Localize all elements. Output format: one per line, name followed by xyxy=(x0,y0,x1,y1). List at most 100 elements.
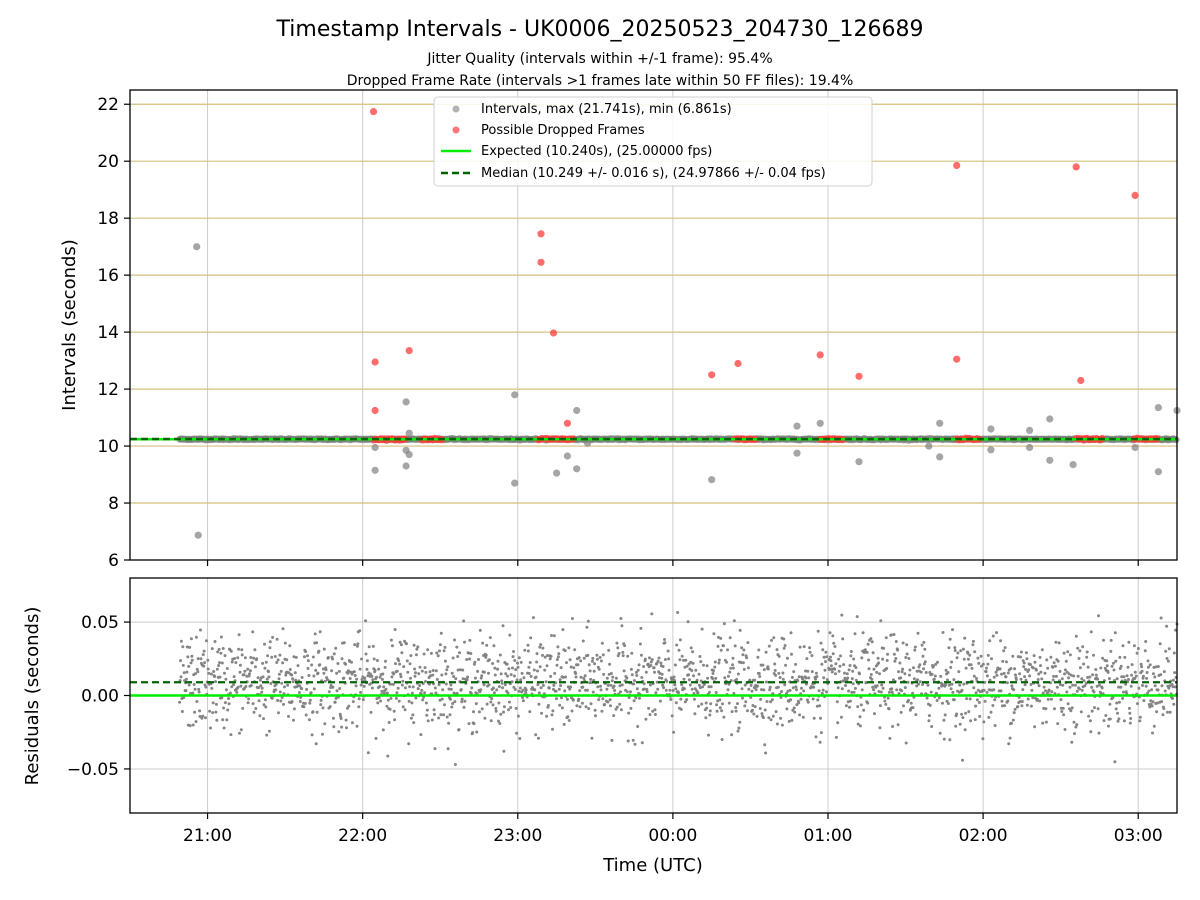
interval-point xyxy=(573,406,581,415)
residual-point xyxy=(460,700,464,704)
residual-point xyxy=(905,643,909,647)
residual-point xyxy=(298,684,302,688)
residual-point xyxy=(578,705,582,709)
residual-point xyxy=(840,687,844,691)
residual-point xyxy=(1014,673,1017,677)
residual-point xyxy=(1031,696,1035,700)
residual-point xyxy=(741,653,745,657)
residual-point xyxy=(716,644,720,648)
residual-point xyxy=(551,727,554,731)
residual-point xyxy=(1000,672,1003,676)
residual-point xyxy=(434,669,438,673)
residual-point xyxy=(273,655,277,658)
residual-point xyxy=(412,721,416,725)
residual-point xyxy=(832,641,836,645)
residual-point xyxy=(992,675,996,679)
residual-point xyxy=(537,702,541,706)
residual-point xyxy=(705,664,709,668)
residual-point xyxy=(780,690,783,694)
residuals-x-axis: 21:00 22:00 23:00 00:00 01:00 02:00 03:00 xyxy=(183,813,1163,846)
residual-point xyxy=(367,645,371,649)
residual-point xyxy=(248,672,251,676)
residual-point xyxy=(468,638,472,642)
residual-point xyxy=(690,669,694,672)
residual-point xyxy=(218,661,221,665)
residual-point xyxy=(448,713,452,717)
residual-point xyxy=(673,663,677,667)
residual-point xyxy=(830,667,834,671)
residual-point xyxy=(1063,728,1067,731)
residual-point xyxy=(279,669,283,673)
residual-point xyxy=(300,687,304,691)
residual-point xyxy=(587,663,591,667)
residual-point xyxy=(609,683,613,687)
residual-point xyxy=(278,653,282,657)
residual-point xyxy=(591,656,595,660)
residual-point xyxy=(1033,660,1037,664)
residual-point xyxy=(539,643,543,647)
residual-point xyxy=(221,647,225,650)
residual-point xyxy=(374,736,378,740)
residual-point xyxy=(929,690,933,694)
residual-point xyxy=(689,660,693,664)
residual-point xyxy=(693,712,697,716)
residual-point xyxy=(323,722,327,726)
residual-point xyxy=(569,665,573,669)
residual-point xyxy=(643,657,647,661)
residual-point xyxy=(867,667,871,671)
residual-point xyxy=(1003,646,1007,650)
residual-point xyxy=(586,653,590,657)
residual-point xyxy=(185,645,189,649)
residual-point xyxy=(285,658,289,662)
residual-point xyxy=(712,632,716,636)
residual-point xyxy=(598,655,602,659)
residual-point xyxy=(358,629,362,633)
residual-point xyxy=(1008,736,1012,740)
residual-point xyxy=(843,676,847,680)
interval-point xyxy=(584,439,592,447)
residual-point xyxy=(305,687,309,691)
residual-point xyxy=(640,676,644,679)
residual-point xyxy=(193,710,197,714)
residual-point xyxy=(555,658,559,661)
residual-point xyxy=(411,685,415,689)
residual-point xyxy=(947,646,951,650)
residual-point xyxy=(765,700,769,703)
residual-point xyxy=(235,690,239,694)
residual-point xyxy=(869,673,873,676)
residual-point xyxy=(515,731,519,735)
residual-point xyxy=(383,665,387,669)
residual-point xyxy=(1110,664,1114,668)
residual-point xyxy=(389,682,392,686)
residual-point xyxy=(262,703,266,707)
dropped-frame-point xyxy=(953,161,961,170)
residual-point xyxy=(858,724,862,728)
residual-point xyxy=(933,674,937,678)
residual-point xyxy=(707,690,711,694)
residual-point xyxy=(326,656,330,659)
residual-point xyxy=(1082,679,1086,683)
residual-point xyxy=(237,633,241,637)
residual-point xyxy=(1139,662,1143,666)
interval-point xyxy=(194,531,202,539)
residual-point xyxy=(776,685,780,689)
residual-point xyxy=(191,723,195,727)
residual-point xyxy=(414,671,417,675)
residual-point xyxy=(413,674,417,678)
residual-point xyxy=(375,659,379,662)
residual-point xyxy=(938,731,942,735)
residual-point xyxy=(1161,713,1165,717)
interval-point xyxy=(855,458,863,466)
residual-point xyxy=(329,683,333,687)
chart-subtitle-dropped: Dropped Frame Rate (intervals >1 frames … xyxy=(347,73,854,89)
residual-point xyxy=(878,704,882,708)
residual-point xyxy=(875,670,879,674)
residual-point xyxy=(774,673,778,677)
residual-point xyxy=(975,677,978,680)
residual-point xyxy=(642,682,646,686)
residual-point xyxy=(307,718,311,722)
residual-point xyxy=(283,641,287,645)
dropped-frame-point xyxy=(1077,376,1085,385)
residual-point xyxy=(921,683,925,686)
residual-point xyxy=(275,661,279,664)
